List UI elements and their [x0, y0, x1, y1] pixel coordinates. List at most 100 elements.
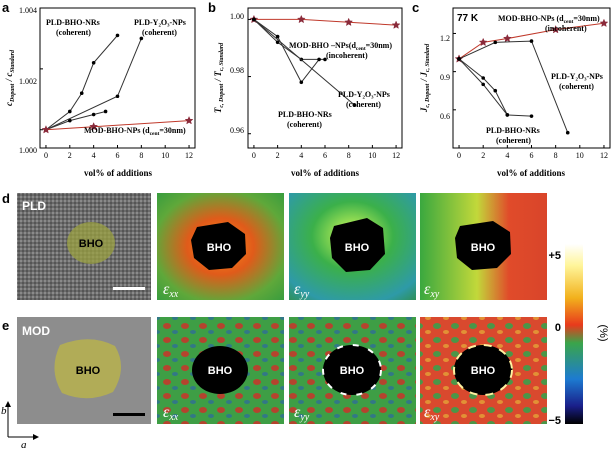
chart-a-point-2-2 — [139, 36, 144, 41]
panel-letter-b: b — [208, 0, 216, 15]
chart-a-xtick-label-2: 4 — [92, 151, 96, 160]
scale-bar-pld — [113, 287, 145, 290]
chart-c-ann-y2o3: PLD-Y₂O₃-NPs — [551, 72, 603, 81]
chart-b-point-0-3 — [391, 20, 401, 29]
bho-particle-e-yy — [322, 344, 382, 396]
colorbar-gradient — [565, 244, 583, 424]
colorbar: +5 0 −5 (%) — [548, 244, 609, 427]
chart-a-point-0-2 — [79, 91, 84, 96]
chart-c-series-line-3 — [458, 58, 508, 116]
chart-a-xtick-label-6: 12 — [185, 151, 193, 160]
scale-bar-mod — [113, 413, 145, 416]
chart-a-point-1-3 — [103, 109, 108, 114]
chart-b-series-line-1 — [253, 19, 325, 60]
bho-label-e-yy: BHO — [340, 365, 365, 377]
chart-c-point-0-1 — [478, 37, 488, 47]
chart-a-ann-y2o3-coh: (coherent) — [142, 28, 177, 37]
panel-letter-e: e — [2, 318, 9, 333]
panel-letter-c: c — [412, 0, 419, 15]
strain-label-d-yy: εyy — [294, 281, 310, 300]
chart-c-ann-bho-nrs-coh: (coherent) — [496, 136, 531, 145]
bho-particle-e-xx — [192, 346, 248, 394]
chart-a-ytick-label-mid: 1.002 — [19, 77, 37, 86]
chart-b-series-line-0 — [253, 18, 397, 26]
chart-c-xtick-label-2: 4 — [505, 151, 509, 160]
strain-label-e-xy: εxy — [424, 404, 440, 423]
chart-c-point-1-3 — [565, 130, 570, 135]
chart-b-ytick-label-low: 0.96 — [230, 126, 244, 135]
crystal-axes-indicator: b a — [1, 401, 39, 449]
bho-label-d-yy: BHO — [345, 242, 370, 254]
chart-c-point-1-1 — [493, 40, 498, 45]
chart-b-xtick-label-3: 6 — [323, 151, 327, 160]
chart-c-point-0-2 — [502, 33, 512, 43]
axis-b-label: b — [1, 405, 7, 417]
chart-a-xlabel: vol% of additions — [84, 168, 153, 178]
bho-particle-d-yy — [330, 218, 385, 272]
chart-b-ann-y2o3-coh: (coherent) — [346, 100, 381, 109]
bho-overlay-mod — [54, 339, 122, 399]
colorbar-tick-bottom: −5 — [548, 415, 561, 427]
bho-particle-d-xy — [455, 221, 511, 270]
chart-a-series-line-1 — [45, 110, 106, 131]
bho-label-d-xy: BHO — [471, 242, 496, 254]
chart-c-point-2-4 — [529, 114, 534, 118]
chart-c-series-line-2 — [458, 58, 532, 117]
tem-tag-mod: MOD — [22, 324, 50, 338]
chart-c-point-0-3 — [551, 24, 561, 34]
chart-b-series-line-3 — [253, 19, 355, 106]
chart-c-point-1-2 — [529, 39, 534, 43]
chart-b-ann-bho-nrs: PLD-BHO-NRs — [278, 110, 332, 119]
chart-a-ann-mod: MOD-BHO-NPs (dcent=30nm) — [84, 126, 186, 137]
chart-a-xtick-label-0: 0 — [44, 151, 48, 160]
chart-b-point-2-3 — [317, 57, 321, 62]
chart-c-series-line-1 — [458, 40, 569, 133]
chart-b-point-0-1 — [296, 14, 306, 24]
chart-a-xtick-label-5: 10 — [161, 151, 169, 160]
chart-c-xtick-label-3: 6 — [530, 151, 534, 160]
chart-c-ann-mod: MOD-BHO-NPs (dcent=30nm) — [498, 14, 600, 25]
chart-b-xtick-label-6: 12 — [392, 151, 400, 160]
chart-c-point-2-2 — [493, 88, 498, 93]
colorbar-tick-mid: 0 — [555, 322, 561, 334]
chart-a-ann-y2o3: PLD-Y₂O₃-NPs — [134, 18, 186, 27]
chart-b: 0 2 4 6 8 10 12 0.96 0.98 1.00 vol% of additio… — [213, 7, 403, 178]
chart-b-xtick-label-0: 0 — [252, 151, 256, 160]
chart-b-point-1-3 — [323, 57, 327, 62]
chart-b-ann-mod-inc: (incoherent) — [326, 51, 368, 60]
chart-a-point-0-4 — [115, 33, 120, 38]
bho-overlay-pld — [67, 222, 115, 264]
chart-b-ylabel: Tc, Dopant / Tc, Standard — [213, 42, 225, 113]
chart-b-point-2-1 — [275, 34, 280, 39]
chart-a-point-3-1 — [89, 122, 99, 131]
chart-c-point-0-4 — [599, 18, 609, 28]
panel-letter-d: d — [2, 191, 10, 206]
chart-c-temp-label: 77 K — [457, 13, 479, 24]
chart-c-xtick-label-6: 12 — [600, 151, 608, 160]
chart-b-xtick-label-4: 8 — [347, 151, 351, 160]
chart-c-point-3-2 — [505, 113, 510, 117]
chart-b-ann-y2o3: PLD-Y₂O₃-NPs — [338, 90, 390, 99]
chart-a-point-3-2 — [184, 115, 194, 125]
chart-c-ann-y2o3-coh: (coherent) — [559, 82, 594, 91]
bho-particle-e-xy — [453, 344, 513, 396]
bho-label-d-xx: BHO — [207, 242, 232, 254]
chart-b-point-2-2 — [299, 80, 304, 85]
axis-a-label: a — [21, 439, 27, 449]
chart-c-ytick-label-high: 1.2 — [440, 34, 450, 43]
chart-c-ann-mod-inc: (incoherent) — [545, 24, 587, 33]
chart-c-xlabel: vol% of additions — [497, 168, 566, 178]
chart-b-frame — [247, 7, 403, 149]
chart-a-ytick-label-low: 1.000 — [19, 146, 37, 155]
chart-a-point-2-1 — [115, 94, 120, 99]
chart-b-point-1-1 — [275, 40, 280, 45]
chart-a-xtick-label-4: 8 — [139, 151, 143, 160]
chart-a-point-1-2 — [91, 112, 96, 117]
strain-label-d-xx: εxx — [163, 281, 179, 300]
chart-b-xlabel: vol% of additions — [291, 168, 360, 178]
chart-b-xtick-label-2: 4 — [299, 151, 303, 160]
strain-label-e-yy: εyy — [294, 404, 310, 423]
chart-c-ytick-label-low: 0.6 — [440, 112, 450, 121]
chart-c-point-2-1 — [481, 76, 485, 80]
